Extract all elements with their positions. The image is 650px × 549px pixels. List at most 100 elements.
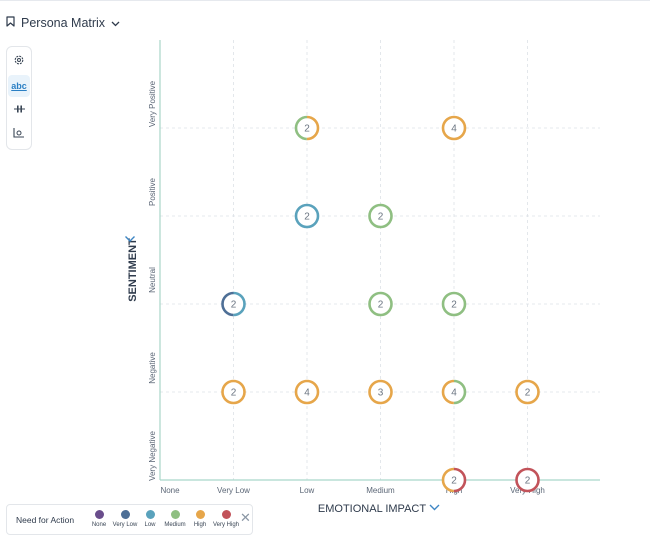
- x-axis-chevron-icon: [429, 504, 440, 511]
- data-point-background: [296, 117, 318, 139]
- labels-toggle-button[interactable]: abc: [8, 75, 30, 97]
- data-point-ring-segment: [294, 115, 320, 141]
- y-axis-chevron-icon: [125, 236, 135, 242]
- data-point-background: [222, 293, 245, 315]
- chart-icon: [13, 125, 25, 143]
- legend-item: Low: [136, 510, 164, 528]
- legend-dot: [94, 510, 104, 519]
- data-point-count: 2: [525, 476, 531, 487]
- data-point[interactable]: 4: [441, 115, 467, 141]
- data-point[interactable]: 4: [294, 379, 320, 405]
- data-point-ring-segment: [221, 379, 246, 405]
- y-tick-label: Very Negative: [148, 431, 157, 481]
- data-point-background: [516, 381, 539, 403]
- distribute-button[interactable]: [8, 99, 30, 121]
- data-point-background: [369, 293, 392, 315]
- data-point[interactable]: 2: [368, 203, 393, 229]
- data-point[interactable]: 2: [515, 467, 540, 493]
- data-point-ring-segment: [441, 467, 467, 493]
- y-tick-label: Very Positive: [148, 80, 157, 127]
- data-point-ring-segment: [515, 379, 540, 405]
- data-point-background: [296, 205, 318, 227]
- gear-icon: [13, 53, 25, 71]
- top-divider: [0, 0, 650, 1]
- legend-title: Need for Action: [16, 515, 75, 525]
- data-point-ring-segment: [368, 291, 393, 317]
- data-point-background: [222, 381, 245, 403]
- data-point-count: 2: [304, 212, 310, 223]
- data-point-background: [443, 117, 465, 139]
- x-axis-title-control[interactable]: EMOTIONAL IMPACT: [318, 503, 440, 515]
- data-point-count: 4: [304, 388, 310, 399]
- legend-label: Medium: [164, 522, 186, 528]
- data-point-background: [516, 469, 539, 491]
- legend-item: Very Low: [111, 510, 139, 528]
- data-point-ring-segment: [368, 379, 393, 405]
- close-legend-button[interactable]: ✕: [240, 510, 251, 525]
- legend-item: Very High: [212, 510, 240, 528]
- x-axis-title: EMOTIONAL IMPACT: [318, 503, 426, 515]
- legend-dot: [195, 510, 205, 519]
- x-tick-label: Medium: [366, 486, 395, 495]
- distribute-icon: [13, 101, 26, 119]
- chart-grid: [160, 40, 600, 480]
- settings-button[interactable]: [8, 51, 30, 73]
- data-point[interactable]: 2: [515, 379, 540, 405]
- data-point[interactable]: 4: [441, 379, 467, 405]
- x-tick-label: Low: [300, 486, 315, 495]
- data-point[interactable]: 2: [441, 291, 467, 317]
- data-point[interactable]: 2: [294, 203, 320, 229]
- data-point-ring-segment: [441, 291, 467, 317]
- data-point-count: 2: [451, 300, 457, 311]
- legend-label: Very Low: [112, 522, 138, 528]
- data-point[interactable]: 2: [221, 291, 246, 317]
- data-point[interactable]: 2: [441, 467, 467, 493]
- legend-item: None: [85, 510, 113, 528]
- page-title: Persona Matrix: [21, 16, 106, 30]
- legend-dot: [170, 510, 180, 519]
- data-point-background: [443, 469, 465, 491]
- data-point-count: 2: [231, 388, 237, 399]
- chevron-down-icon: [111, 14, 120, 32]
- persona-matrix-selector[interactable]: Persona Matrix: [6, 14, 120, 32]
- data-point-count: 4: [451, 124, 457, 135]
- data-point-background: [443, 293, 465, 315]
- y-tick-label: Positive: [148, 177, 157, 206]
- data-point[interactable]: 2: [221, 379, 246, 405]
- data-point[interactable]: 3: [368, 379, 393, 405]
- chart-axes: [159, 40, 600, 481]
- text-label-icon: abc: [11, 81, 27, 91]
- legend-label: High: [193, 522, 207, 528]
- y-tick-label: Negative: [148, 352, 157, 384]
- data-points: 2 4 2 2 2 2 2 2 4 3 4 2 2 2: [221, 115, 540, 493]
- data-point-count: 2: [525, 388, 531, 399]
- legend-label: Very High: [212, 522, 239, 528]
- legend-dot: [120, 510, 130, 519]
- chart-view-button[interactable]: [8, 123, 30, 145]
- data-point-background: [369, 381, 392, 403]
- data-point-count: 2: [304, 124, 310, 135]
- legend-label: None: [91, 522, 107, 528]
- data-point-background: [296, 381, 318, 403]
- legend-dot: [221, 510, 231, 519]
- data-point-count: 3: [378, 388, 384, 399]
- x-tick-label: Very Low: [217, 486, 250, 495]
- y-axis-title-control[interactable]: SENTIMENT: [125, 236, 140, 302]
- data-point-count: 2: [378, 300, 384, 311]
- data-point-ring-segment: [441, 379, 467, 405]
- data-point-background: [369, 205, 392, 227]
- data-point-count: 4: [451, 388, 457, 399]
- data-point-ring-segment: [515, 467, 540, 493]
- data-point-ring-segment: [441, 115, 467, 141]
- legend-label: Low: [144, 522, 156, 528]
- y-tick-label: Neutral: [148, 267, 157, 293]
- data-point[interactable]: 2: [368, 291, 393, 317]
- y-axis-title: SENTIMENT: [127, 238, 139, 302]
- legend-dot: [145, 510, 155, 519]
- data-point-ring-segment: [294, 379, 320, 405]
- data-point-count: 2: [231, 300, 237, 311]
- data-point[interactable]: 2: [294, 115, 320, 141]
- data-point-count: 2: [451, 476, 457, 487]
- view-toolbar: abc: [6, 46, 32, 150]
